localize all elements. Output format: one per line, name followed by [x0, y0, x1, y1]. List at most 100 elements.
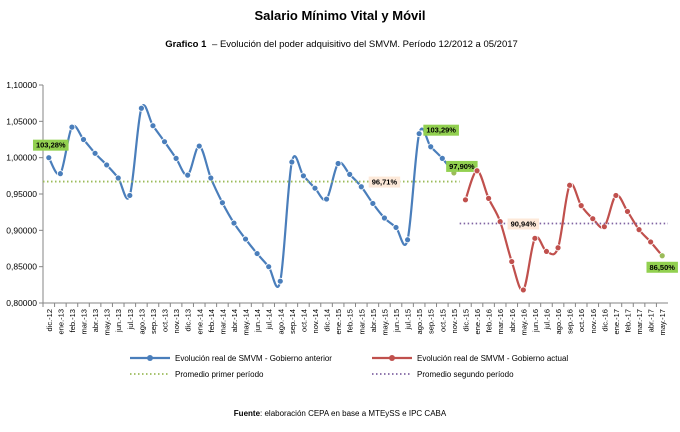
x-tick-label: mar.-13 — [80, 309, 89, 334]
marker — [462, 196, 469, 204]
x-tick-label: ene.-16 — [473, 309, 482, 334]
source: Fuente: elaboración CEPA en base a MTEyS… — [234, 409, 447, 418]
marker — [218, 199, 226, 207]
marker — [543, 248, 550, 255]
data-label-text: 97,90% — [449, 162, 475, 171]
marker — [80, 136, 87, 143]
x-tick-label: feb.-15 — [346, 309, 355, 332]
x-tick-label: abr.-14 — [230, 309, 239, 332]
x-tick-label: oct.-15 — [438, 309, 447, 332]
data-label-box — [446, 160, 478, 172]
marker — [161, 138, 168, 146]
marker — [91, 149, 99, 157]
x-tick-label: feb.-17 — [623, 309, 632, 332]
source-label: Fuente — [234, 409, 261, 418]
marker — [45, 154, 53, 162]
legend-label: Evolución real de SMVM - Gobierno anteri… — [175, 354, 332, 363]
marker — [635, 226, 643, 234]
x-tick-label: abr.-17 — [647, 309, 656, 332]
marker — [415, 130, 423, 138]
x-tick-label: ene.-15 — [334, 309, 343, 334]
x-tick-label: dic.-15 — [461, 309, 470, 332]
marker — [392, 224, 400, 231]
x-tick-label: oct.-13 — [161, 309, 170, 332]
marker — [68, 123, 76, 131]
x-tick-label: dic.-14 — [323, 309, 332, 332]
x-tick-label: may.-15 — [380, 309, 389, 336]
chart-subtitle: Grafico 1 – Evolución del poder adquisit… — [165, 39, 518, 50]
x-tick-label: may.-16 — [519, 309, 528, 336]
source-text: : elaboración CEPA en base a MTEySS e IP… — [260, 409, 447, 418]
marker — [207, 174, 215, 182]
marker — [531, 234, 539, 242]
marker — [276, 277, 284, 285]
marker — [56, 170, 64, 178]
data-label-box — [423, 124, 459, 136]
marker — [589, 215, 597, 223]
x-tick-label: may.-13 — [103, 309, 112, 336]
marker — [519, 286, 527, 294]
x-tick-label: jul.-16 — [542, 309, 551, 330]
y-tick-label: 1,05000 — [6, 116, 37, 126]
marker — [554, 244, 562, 252]
series-line — [47, 104, 455, 289]
x-tick-label: may.-14 — [242, 309, 251, 336]
marker — [253, 250, 261, 257]
legend-marker — [147, 355, 153, 361]
marker — [311, 184, 319, 192]
x-tick-label: ago.-15 — [415, 309, 424, 334]
chart-title: Salario Mínimo Vital y Móvil — [255, 8, 426, 23]
subtitle-text: – Evolución del poder adquisitivo del SM… — [212, 39, 518, 50]
data-label-box — [507, 218, 540, 230]
y-tick-label: 0,85000 — [6, 262, 37, 272]
marker — [577, 202, 585, 210]
data-label-box — [646, 261, 678, 273]
x-tick-label: nov.-15 — [450, 309, 459, 333]
marker — [334, 160, 342, 167]
x-tick-label: abr.-15 — [369, 309, 378, 332]
x-tick-label: ene.-14 — [195, 309, 204, 334]
data-label-box — [368, 176, 401, 188]
data-label-text: 86,50% — [649, 263, 675, 272]
y-tick-label: 1,10000 — [6, 80, 37, 90]
x-tick-label: jul.-14 — [265, 309, 274, 330]
x-tick-label: mar.-14 — [218, 309, 227, 334]
marker — [265, 263, 273, 271]
x-tick-label: nov.-16 — [589, 309, 598, 333]
marker — [508, 258, 516, 265]
marker — [230, 219, 238, 227]
data-label-box — [32, 139, 69, 151]
x-tick-label: sep.-13 — [149, 309, 158, 334]
x-tick-label: mar.-15 — [357, 309, 366, 334]
data-label-text: 90,94% — [511, 220, 537, 229]
x-tick-label: ago.-14 — [276, 309, 285, 334]
x-tick-label: sep.-14 — [288, 309, 297, 334]
data-label-text: 96,71% — [372, 178, 398, 187]
x-tick-label: dic.-13 — [184, 309, 193, 332]
marker — [195, 142, 203, 150]
marker — [496, 218, 504, 226]
marker — [300, 172, 307, 180]
x-tick-label: oct.-16 — [577, 309, 586, 332]
subtitle-label: Grafico 1 — [165, 39, 207, 50]
x-tick-label: feb.-16 — [485, 309, 494, 332]
data-label: 86,50% — [646, 261, 678, 273]
marker — [647, 238, 655, 246]
x-tick-label: mar.-16 — [496, 309, 505, 334]
x-tick-label: ago.-13 — [137, 309, 146, 334]
data-label: 90,94% — [507, 218, 540, 230]
marker — [357, 183, 365, 191]
x-tick-label: abr.-13 — [91, 309, 100, 332]
marker — [126, 192, 134, 199]
data-label-text: 103,29% — [426, 126, 456, 135]
x-tick-label: jun.-16 — [531, 309, 540, 333]
marker — [381, 214, 388, 222]
marker — [288, 158, 296, 166]
y-tick-label: 0,95000 — [6, 189, 37, 199]
marker — [658, 252, 666, 260]
marker — [172, 154, 180, 162]
legend-label: Promedio segundo período — [417, 370, 514, 379]
y-tick-label: 0,80000 — [6, 298, 37, 308]
marker — [600, 223, 608, 231]
